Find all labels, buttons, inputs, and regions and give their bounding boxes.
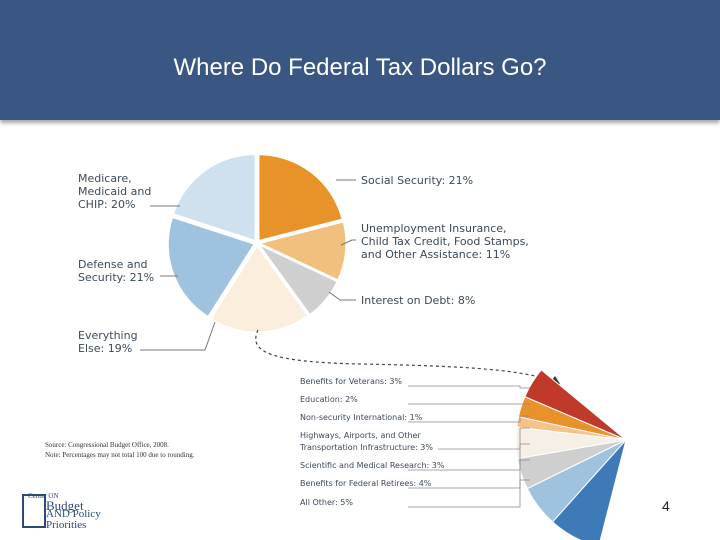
label-line: CHIP: 20% (78, 198, 135, 211)
pie-slice (210, 244, 309, 333)
pie-slice (258, 221, 347, 281)
pie-slice (258, 154, 343, 242)
page-title: Where Do Federal Tax Dollars Go? (173, 54, 547, 81)
label-line: Interest on Debt: 8% (361, 294, 475, 307)
breakdown-label: Benefits for Veterans: 3% (300, 377, 402, 386)
social-security-label: Social Security: 21% (361, 174, 473, 187)
dashed-arrow (255, 329, 556, 383)
source-note: Source: Congressional Budget Office, 200… (45, 440, 195, 460)
logo-line-2: Budget (46, 498, 84, 513)
breakdown-leader (408, 385, 530, 389)
breakdown-leader (408, 459, 530, 489)
label-line: Scientific and Medical Research: 3% (300, 461, 445, 470)
defense-label: Defense and Security: 21% (78, 258, 154, 284)
label-line: Security: 21% (78, 271, 154, 284)
breakdown-slice (551, 439, 627, 540)
label-line: Medicaid and (78, 185, 151, 198)
label-line: and Other Assistance: 11% (361, 248, 510, 261)
logo-line-1: Center ON (28, 492, 59, 500)
label-line: All Other: 5% (300, 498, 353, 507)
pie-slice (258, 244, 338, 316)
label-line: Defense and (78, 258, 148, 271)
label-line: Benefits for Federal Retirees: 4% (300, 479, 432, 488)
label-line: Unemployment Insurance, (361, 222, 507, 235)
leader-line (328, 291, 356, 301)
pie-slice (172, 153, 256, 242)
breakdown-leader (408, 443, 530, 471)
medicare-label: Medicare, Medicaid and CHIP: 20% (78, 172, 151, 211)
label-line: Else: 19% (78, 342, 132, 355)
everything-else-label: Everything Else: 19% (78, 329, 138, 355)
label-line: Everything (78, 329, 138, 342)
page-number: 4 (662, 498, 670, 514)
breakdown-leader (438, 427, 530, 450)
breakdown-label: Scientific and Medical Research: 3% (300, 461, 445, 470)
rounding-note: Note: Percentages may not total 100 due … (45, 451, 195, 459)
logo-line-4: Priorities (46, 519, 87, 531)
breakdown-leader (408, 479, 530, 508)
label-line: Highways, Airports, and Other (300, 431, 421, 440)
label-line: Benefits for Veterans: 3% (300, 377, 402, 386)
label-line: Medicare, (78, 172, 132, 185)
label-line: Transportation Infrastructure: 3% (299, 443, 433, 452)
label-line: Social Security: 21% (361, 174, 473, 187)
logo-mark (22, 494, 46, 528)
logo-line-3: AND Policy (46, 508, 101, 520)
source-line: Source: Congressional Budget Office, 200… (45, 441, 169, 449)
label-line: Child Tax Credit, Food Stamps, (361, 235, 529, 248)
unemployment-label: Unemployment Insurance, Child Tax Credit,… (361, 222, 529, 261)
label-line: Non-security International: 1% (300, 413, 423, 422)
breakdown-label: Education: 2% (300, 395, 358, 404)
leader-line (140, 321, 216, 351)
interest-label: Interest on Debt: 8% (361, 294, 475, 307)
cbpp-logo: Center ON Budget AND Policy Priorities (22, 492, 112, 532)
breakdown-leader (408, 415, 530, 423)
breakdown-label: Non-security International: 1% (300, 413, 423, 422)
pie-slice (167, 216, 256, 318)
title-bar: Where Do Federal Tax Dollars Go? (0, 0, 720, 120)
breakdown-label: All Other: 5% (300, 498, 353, 507)
breakdown-label: Highways, Airports, and Other Transportat… (299, 431, 433, 452)
label-line: Education: 2% (300, 395, 358, 404)
breakdown-label: Benefits for Federal Retirees: 4% (300, 479, 432, 488)
leader-line (340, 239, 356, 246)
